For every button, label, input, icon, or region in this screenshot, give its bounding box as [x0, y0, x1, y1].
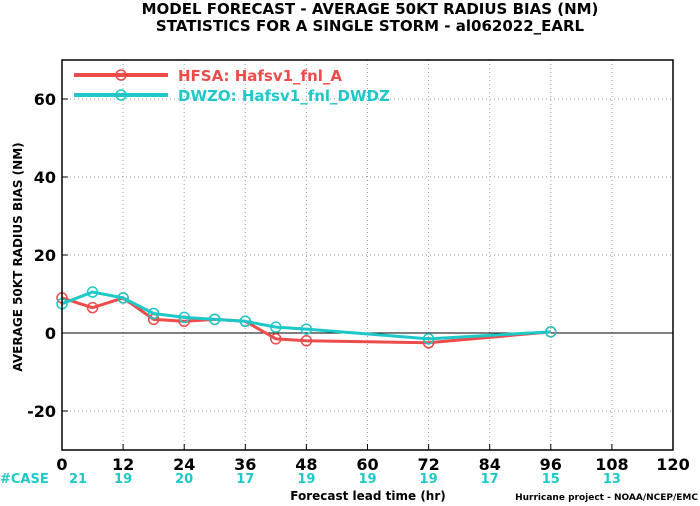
x-tick-label: 0: [56, 455, 67, 474]
x-tick-label: 60: [356, 455, 378, 474]
series-point: [270, 321, 282, 333]
x-tick-label: 72: [417, 455, 439, 474]
series-point: [178, 311, 190, 324]
legend-swatch-marker: [115, 69, 127, 81]
x-tick-label: 24: [173, 455, 195, 474]
series-point: [545, 326, 557, 338]
case-count-values: 21 19 20 17 19 19 19 17 15 13: [69, 472, 621, 487]
x-tick-label: 84: [479, 455, 501, 474]
series-point: [117, 292, 129, 304]
series-point: [209, 313, 221, 326]
y-tick-label: -20: [27, 402, 56, 421]
plot-frame: [61, 59, 674, 451]
case-count: 19: [114, 472, 132, 487]
y-tick-label: 20: [34, 246, 56, 265]
legend-label: DWZO: Hafsv1_fnl_DWDZ: [178, 87, 390, 105]
series-point: [147, 307, 160, 320]
x-tick-label: 96: [540, 455, 562, 474]
series-point: [422, 333, 435, 345]
case-count-label: #CASE: [0, 472, 49, 487]
y-tick-label: 0: [45, 324, 56, 343]
series-line: [61, 290, 551, 341]
case-count: 19: [358, 472, 376, 487]
x-tick-label: 108: [595, 455, 628, 474]
case-count: 20: [175, 472, 193, 487]
series-point: [239, 315, 252, 328]
case-count: 15: [542, 472, 560, 487]
y-tick-label: 60: [34, 90, 56, 109]
case-count: 19: [297, 472, 315, 487]
x-axis-label: Forecast lead time (hr): [290, 489, 446, 503]
case-count: 19: [420, 472, 438, 487]
x-tick-label: 48: [295, 455, 317, 474]
series-point: [300, 323, 313, 335]
legend-entry: DWZO: Hafsv1_fnl_DWDZ: [74, 87, 390, 105]
series-point: [86, 286, 99, 298]
case-count: 17: [481, 472, 499, 487]
legend-entry: HFSA: Hafsv1_fnl_A: [74, 67, 342, 85]
x-tick-label: 36: [234, 455, 256, 474]
series-point: [270, 333, 282, 345]
case-count: 13: [603, 472, 621, 487]
credit-text: Hurricane project - NOAA/NCEP/EMC: [515, 493, 698, 503]
x-tick-labels: 0 12 24 36 48 60 72 84 96 108 120: [56, 444, 690, 474]
chart-title: MODEL FORECAST - AVERAGE 50KT RADIUS BIA…: [142, 0, 599, 18]
x-tick-label: 120: [656, 455, 689, 474]
case-count: 17: [236, 472, 254, 487]
chart-subtitle: STATISTICS FOR A SINGLE STORM - al062022…: [156, 17, 585, 35]
legend-swatch-marker: [115, 89, 127, 101]
y-axis-label: AVERAGE 50KT RADIUS BIAS (NM): [11, 142, 25, 371]
grid: [62, 60, 673, 450]
case-count: 21: [69, 472, 87, 487]
x-tick-label: 12: [112, 455, 134, 474]
y-tick-label: 40: [34, 168, 56, 187]
series-point: [300, 335, 313, 347]
legend-label: HFSA: Hafsv1_fnl_A: [178, 67, 342, 85]
series-point: [86, 301, 99, 314]
y-tick-labels: -20 0 20 40 60: [27, 90, 68, 421]
legend: HFSA: Hafsv1_fnl_A DWZO: Hafsv1_fnl_DWDZ: [74, 67, 390, 105]
